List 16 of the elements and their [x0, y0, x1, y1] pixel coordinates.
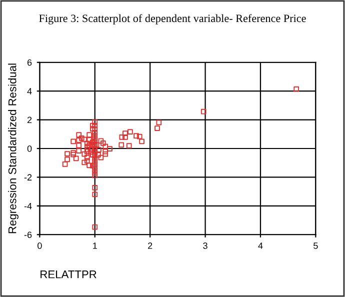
x-tick-label: 3 [203, 242, 208, 249]
x-axis-title: RELATTPR [40, 270, 96, 278]
x-tick-label: 0 [38, 242, 42, 249]
y-tick-label: 0 [27, 145, 32, 152]
y-axis-title: Regression Standardized Residual [8, 64, 18, 234]
x-tick-label: 5 [314, 242, 318, 249]
x-tick-label: 1 [93, 242, 97, 249]
y-tick-label: 4 [27, 88, 32, 94]
x-tick-label: 4 [258, 242, 263, 249]
y-tick-label: -2 [24, 174, 32, 180]
chart-title: Figure 3: Scatterplot of dependent variable- Reference Price [39, 14, 306, 24]
y-tick-label: -4 [24, 202, 32, 210]
y-tick-label: -6 [24, 232, 32, 238]
y-tick-label: 2 [27, 116, 32, 124]
y-tick-label: 6 [27, 59, 32, 66]
x-tick-label: 2 [148, 242, 152, 249]
